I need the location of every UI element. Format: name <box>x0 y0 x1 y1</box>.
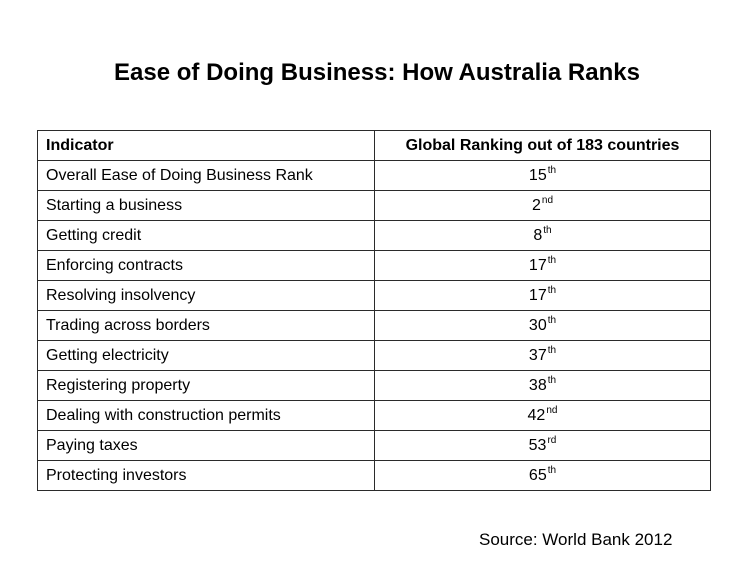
indicator-cell: Registering property <box>37 370 375 401</box>
rank-cell: 30th <box>374 310 711 341</box>
rank-cell: 38th <box>374 370 711 401</box>
table-row: Overall Ease of Doing Business Rank 15th <box>37 160 711 191</box>
table-row: Paying taxes 53rd <box>37 430 711 461</box>
rank-cell: 53rd <box>374 430 711 461</box>
rank-value: 17 <box>528 257 547 274</box>
rank-suffix: th <box>547 344 557 356</box>
rank-value: 42 <box>527 407 546 424</box>
indicator-cell: Enforcing contracts <box>37 250 375 281</box>
table-row: Enforcing contracts 17th <box>37 250 711 281</box>
indicator-cell: Starting a business <box>37 190 375 221</box>
rank-suffix: th <box>543 224 552 236</box>
rank-suffix: nd <box>541 194 554 206</box>
rank-cell: 17th <box>374 280 711 311</box>
source-note: Source: World Bank 2012 <box>479 530 673 549</box>
indicator-cell: Overall Ease of Doing Business Rank <box>37 160 375 191</box>
table-row: Trading across borders 30th <box>37 310 711 341</box>
rank-suffix: th <box>547 164 557 176</box>
page-title: Ease of Doing Business: How Australia Ra… <box>114 59 640 86</box>
rank-value: 30 <box>528 317 547 334</box>
rank-value: 37 <box>528 347 547 364</box>
rank-suffix: th <box>547 254 557 266</box>
indicator-cell: Trading across borders <box>37 310 375 341</box>
rank-suffix: th <box>547 464 557 476</box>
rank-cell: 2nd <box>374 190 711 221</box>
header-global-ranking: Global Ranking out of 183 countries <box>374 130 711 161</box>
indicator-cell: Protecting investors <box>37 460 375 491</box>
table-row: Starting a business 2nd <box>37 190 711 221</box>
rank-value: 65 <box>528 467 547 484</box>
rank-value: 38 <box>528 377 547 394</box>
table-row: Getting credit 8th <box>37 220 711 251</box>
indicator-cell: Dealing with construction permits <box>37 400 375 431</box>
indicator-cell: Resolving insolvency <box>37 280 375 311</box>
rank-cell: 17th <box>374 250 711 281</box>
indicator-cell: Getting credit <box>37 220 375 251</box>
table-row: Resolving insolvency 17th <box>37 280 711 311</box>
rank-cell: 65th <box>374 460 711 491</box>
rank-cell: 42nd <box>374 400 711 431</box>
header-indicator: Indicator <box>37 130 375 161</box>
rank-value: 8 <box>533 227 543 244</box>
rank-cell: 8th <box>374 220 711 251</box>
rank-cell: 37th <box>374 340 711 371</box>
rank-suffix: th <box>547 284 557 296</box>
rank-suffix: rd <box>547 434 557 446</box>
rank-value: 17 <box>528 287 547 304</box>
rank-suffix: th <box>547 374 557 386</box>
table-body: Overall Ease of Doing Business Rank 15th… <box>37 160 711 491</box>
ranking-table: Indicator Global Ranking out of 183 coun… <box>37 130 711 491</box>
table-header-row: Indicator Global Ranking out of 183 coun… <box>37 130 711 161</box>
table-row: Registering property 38th <box>37 370 711 401</box>
rank-value: 2 <box>531 197 541 214</box>
rank-value: 53 <box>528 437 547 454</box>
rank-value: 15 <box>528 167 547 184</box>
table-row: Getting electricity 37th <box>37 340 711 371</box>
indicator-cell: Getting electricity <box>37 340 375 371</box>
rank-suffix: th <box>547 314 557 326</box>
table-row: Dealing with construction permits 42nd <box>37 400 711 431</box>
table-row: Protecting investors 65th <box>37 460 711 491</box>
rank-cell: 15th <box>374 160 711 191</box>
rank-suffix: nd <box>546 404 558 416</box>
indicator-cell: Paying taxes <box>37 430 375 461</box>
